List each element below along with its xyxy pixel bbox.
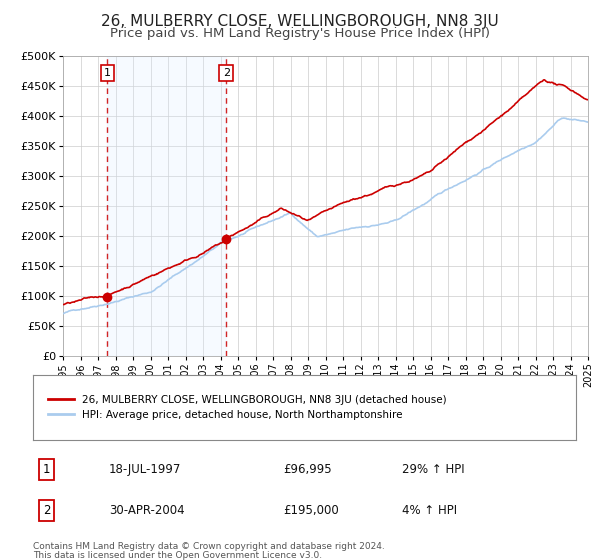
Text: 18-JUL-1997: 18-JUL-1997 xyxy=(109,463,181,476)
Text: This data is licensed under the Open Government Licence v3.0.: This data is licensed under the Open Gov… xyxy=(33,551,322,560)
Text: £96,995: £96,995 xyxy=(283,463,331,476)
Text: Price paid vs. HM Land Registry's House Price Index (HPI): Price paid vs. HM Land Registry's House … xyxy=(110,27,490,40)
Bar xyxy=(107,56,226,356)
Text: 1: 1 xyxy=(104,68,111,78)
Text: 4% ↑ HPI: 4% ↑ HPI xyxy=(402,504,457,517)
Text: 29% ↑ HPI: 29% ↑ HPI xyxy=(402,463,465,476)
Text: 2: 2 xyxy=(223,68,230,78)
Text: 2: 2 xyxy=(43,504,50,517)
Text: 26, MULBERRY CLOSE, WELLINGBOROUGH, NN8 3JU: 26, MULBERRY CLOSE, WELLINGBOROUGH, NN8 … xyxy=(101,14,499,29)
Text: 30-APR-2004: 30-APR-2004 xyxy=(109,504,185,517)
Legend: 26, MULBERRY CLOSE, WELLINGBOROUGH, NN8 3JU (detached house), HPI: Average price: 26, MULBERRY CLOSE, WELLINGBOROUGH, NN8 … xyxy=(44,391,451,424)
Text: Contains HM Land Registry data © Crown copyright and database right 2024.: Contains HM Land Registry data © Crown c… xyxy=(33,542,385,551)
Text: 1: 1 xyxy=(43,463,50,476)
Text: £195,000: £195,000 xyxy=(283,504,338,517)
